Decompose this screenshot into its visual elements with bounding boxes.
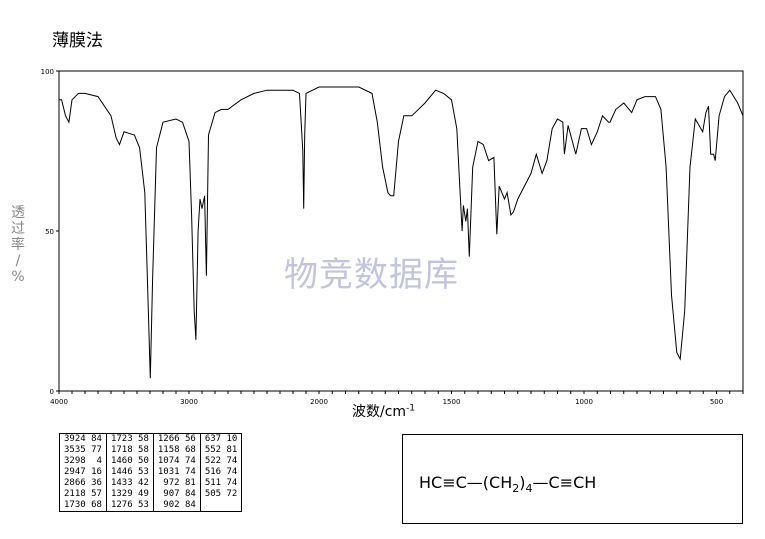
y-label-char: /	[15, 253, 21, 269]
peak-cell: 3298 4	[59, 456, 107, 467]
peak-cell: 1433 42	[105, 478, 154, 489]
peak-cell: 505 72	[199, 489, 243, 500]
spectrum-line	[59, 86, 744, 379]
peak-cell: 1158 68	[152, 445, 201, 456]
y-axis-label: 透 过 率 / %	[8, 205, 28, 285]
peak-cell: 522 74	[199, 456, 243, 467]
watermark-text: 物竞数据库	[284, 255, 459, 295]
peak-cell: 511 74	[199, 478, 243, 489]
peak-cell: 972 81	[152, 478, 201, 489]
peak-cell: 907 84	[152, 489, 201, 500]
peak-table: 3924 84 1723 58 1266 56 637 10 3535 77 1718 5…	[59, 433, 243, 512]
y-tick-label: 50	[45, 228, 54, 236]
x-tick-label: 4000	[50, 398, 68, 406]
peak-cell: 902 84	[152, 500, 201, 512]
ir-spectrum-chart: 4000 3000 2000 1500 1000 500 0 50 100	[41, 68, 744, 406]
x-tick-label: 500	[710, 398, 723, 406]
peak-cell	[199, 500, 243, 512]
peak-cell: 1329 49	[105, 489, 154, 500]
peak-row: 2947 16 1446 53 1031 74 516 74	[59, 467, 243, 478]
axis-ticks	[56, 70, 744, 394]
peak-cell: 516 74	[199, 467, 243, 478]
peak-cell: 1266 56	[152, 433, 201, 445]
peak-cell: 552 81	[199, 445, 243, 456]
peak-row: 3298 4 1460 50 1074 74 522 74	[59, 456, 243, 467]
x-tick-label: 1000	[575, 398, 593, 406]
y-label-char: 过	[11, 221, 25, 237]
x-tick-label: 3000	[180, 398, 198, 406]
peak-cell: 3535 77	[59, 445, 107, 456]
axis-tick-labels: 4000 3000 2000 1500 1000 500 0 50 100	[41, 68, 724, 406]
structural-formula: HC≡C—(CH2)4—C≡CH	[419, 473, 597, 496]
peak-cell: 1074 74	[152, 456, 201, 467]
peak-cell: 637 10	[199, 433, 243, 445]
peak-cell: 1460 50	[105, 456, 154, 467]
structure-formula-box: HC≡C—(CH2)4—C≡CH	[402, 434, 743, 524]
peak-cell: 2118 57	[59, 489, 107, 500]
x-tick-label: 2000	[310, 398, 328, 406]
peak-row: 2118 57 1329 49 907 84 505 72	[59, 489, 243, 500]
peak-cell: 2947 16	[59, 467, 107, 478]
peak-cell: 2866 36	[59, 478, 107, 489]
x-tick-label: 1500	[443, 398, 461, 406]
x-axis-label: 波数/cm-1	[352, 403, 416, 420]
y-tick-label: 100	[41, 68, 54, 76]
peak-row: 3924 84 1723 58 1266 56 637 10	[59, 433, 243, 445]
peak-cell: 1723 58	[105, 433, 154, 445]
spectrum-title: 薄膜法	[52, 31, 103, 51]
peak-cell: 1730 68	[59, 500, 107, 512]
y-label-char: %	[11, 269, 25, 285]
plot-frame	[58, 70, 744, 392]
y-label-char: 率	[11, 237, 25, 253]
peak-row: 3535 77 1718 58 1158 68 552 81	[59, 445, 243, 456]
y-label-char: 透	[11, 205, 25, 221]
peak-cell: 1031 74	[152, 467, 201, 478]
peak-cell: 1718 58	[105, 445, 154, 456]
peak-row: 2866 36 1433 42 972 81 511 74	[59, 478, 243, 489]
peak-cell: 1276 53	[105, 500, 154, 512]
y-tick-label: 0	[50, 388, 54, 396]
peak-cell: 1446 53	[105, 467, 154, 478]
peak-row: 1730 68 1276 53 902 84	[59, 500, 243, 512]
peak-cell: 3924 84	[59, 433, 107, 445]
